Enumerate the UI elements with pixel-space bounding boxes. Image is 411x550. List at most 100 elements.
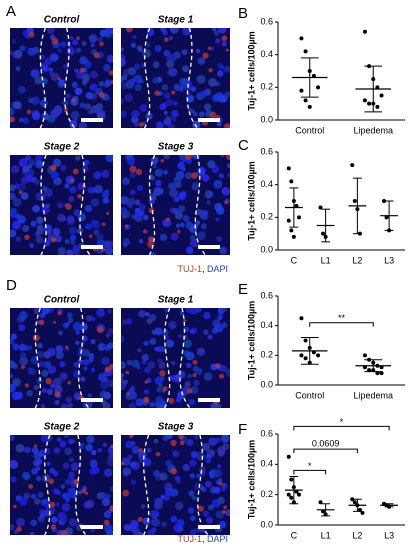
nucleus <box>195 220 201 226</box>
nucleus <box>175 223 181 229</box>
nucleus <box>169 28 179 34</box>
nucleus <box>47 114 56 123</box>
significance-bracket <box>293 469 327 475</box>
nucleus <box>168 35 174 41</box>
nucleus <box>94 184 103 194</box>
nucleus <box>185 342 190 347</box>
data-point <box>382 199 387 203</box>
tuj-signal <box>33 444 38 448</box>
nucleus <box>156 121 164 128</box>
tuj-signal <box>98 92 105 98</box>
nucleus <box>191 182 200 191</box>
nucleus <box>221 41 227 47</box>
nucleus <box>165 339 175 348</box>
nucleus <box>19 311 28 320</box>
nucleus <box>185 308 194 314</box>
nucleus <box>163 50 170 57</box>
nucleus <box>131 109 140 119</box>
nucleus <box>28 97 34 104</box>
nucleus <box>80 376 86 382</box>
nucleus <box>154 346 159 352</box>
nucleus <box>59 372 68 381</box>
nucleus <box>196 48 201 53</box>
nucleus <box>90 367 96 373</box>
nucleus <box>203 372 213 381</box>
tuj-signal <box>144 380 148 384</box>
tuj-signal <box>71 98 76 102</box>
nucleus <box>195 208 202 216</box>
nucleus <box>49 71 54 76</box>
nucleus <box>177 161 186 170</box>
nucleus <box>46 461 51 466</box>
nucleus <box>129 386 135 392</box>
nucleus <box>187 507 195 514</box>
tuj-signal <box>128 435 134 439</box>
nucleus <box>69 457 74 462</box>
nucleus <box>221 322 228 328</box>
nucleus <box>73 370 81 378</box>
nucleus <box>185 351 195 361</box>
x-tick-label: L2 <box>352 530 362 540</box>
nucleus <box>18 158 28 168</box>
nucleus <box>102 442 107 447</box>
image-title: Stage 1 <box>158 295 194 306</box>
data-point <box>362 353 367 358</box>
nucleus <box>70 110 80 120</box>
data-point <box>350 163 355 168</box>
nucleus <box>15 443 25 453</box>
nucleus <box>216 315 222 321</box>
tuj-signal <box>225 155 230 160</box>
nucleus <box>171 109 179 118</box>
tuj-signal <box>215 363 221 369</box>
nucleus <box>30 519 38 527</box>
nucleus <box>18 496 28 506</box>
nucleus <box>90 338 96 345</box>
nucleus <box>62 99 69 107</box>
tuj-signal <box>60 529 68 535</box>
nucleus <box>224 66 230 73</box>
nucleus <box>134 83 142 92</box>
nucleus <box>96 308 105 318</box>
data-point <box>357 507 362 512</box>
nucleus <box>153 469 160 477</box>
nucleus <box>180 190 187 197</box>
tuj-signal <box>20 364 26 370</box>
nucleus <box>210 449 215 455</box>
tuj-signal <box>16 526 22 532</box>
nucleus <box>185 172 193 180</box>
nucleus <box>182 463 190 472</box>
nucleus <box>78 121 87 128</box>
nucleus <box>128 78 135 85</box>
nucleus <box>175 373 183 381</box>
tuj-signal <box>178 435 184 440</box>
nucleus <box>123 180 128 186</box>
tuj-signal <box>170 439 177 447</box>
nucleus <box>121 335 125 343</box>
tuj-signal <box>125 370 130 375</box>
tuj-signal <box>170 468 177 475</box>
scale-bar <box>198 118 220 122</box>
nucleus <box>150 252 156 255</box>
boundary <box>164 308 171 408</box>
x-tick-label: C <box>291 530 298 540</box>
nucleus <box>196 473 201 479</box>
nucleus <box>213 473 218 478</box>
y-tick-label: 0.6 <box>260 290 273 300</box>
nucleus <box>40 99 48 108</box>
nucleus <box>101 356 110 366</box>
nucleus <box>107 308 112 314</box>
nucleus <box>149 401 156 408</box>
nucleus <box>217 496 225 505</box>
nucleus <box>10 192 16 201</box>
nucleus <box>225 368 230 377</box>
nucleus <box>212 28 217 32</box>
nucleus <box>86 314 93 322</box>
panel-label: A <box>6 3 16 20</box>
tuj-signal <box>110 444 113 449</box>
nucleus <box>138 217 143 222</box>
nucleus <box>31 467 38 475</box>
nucleus <box>91 449 97 456</box>
nucleus <box>207 160 216 169</box>
nucleus <box>208 470 215 477</box>
nucleus <box>186 362 192 369</box>
